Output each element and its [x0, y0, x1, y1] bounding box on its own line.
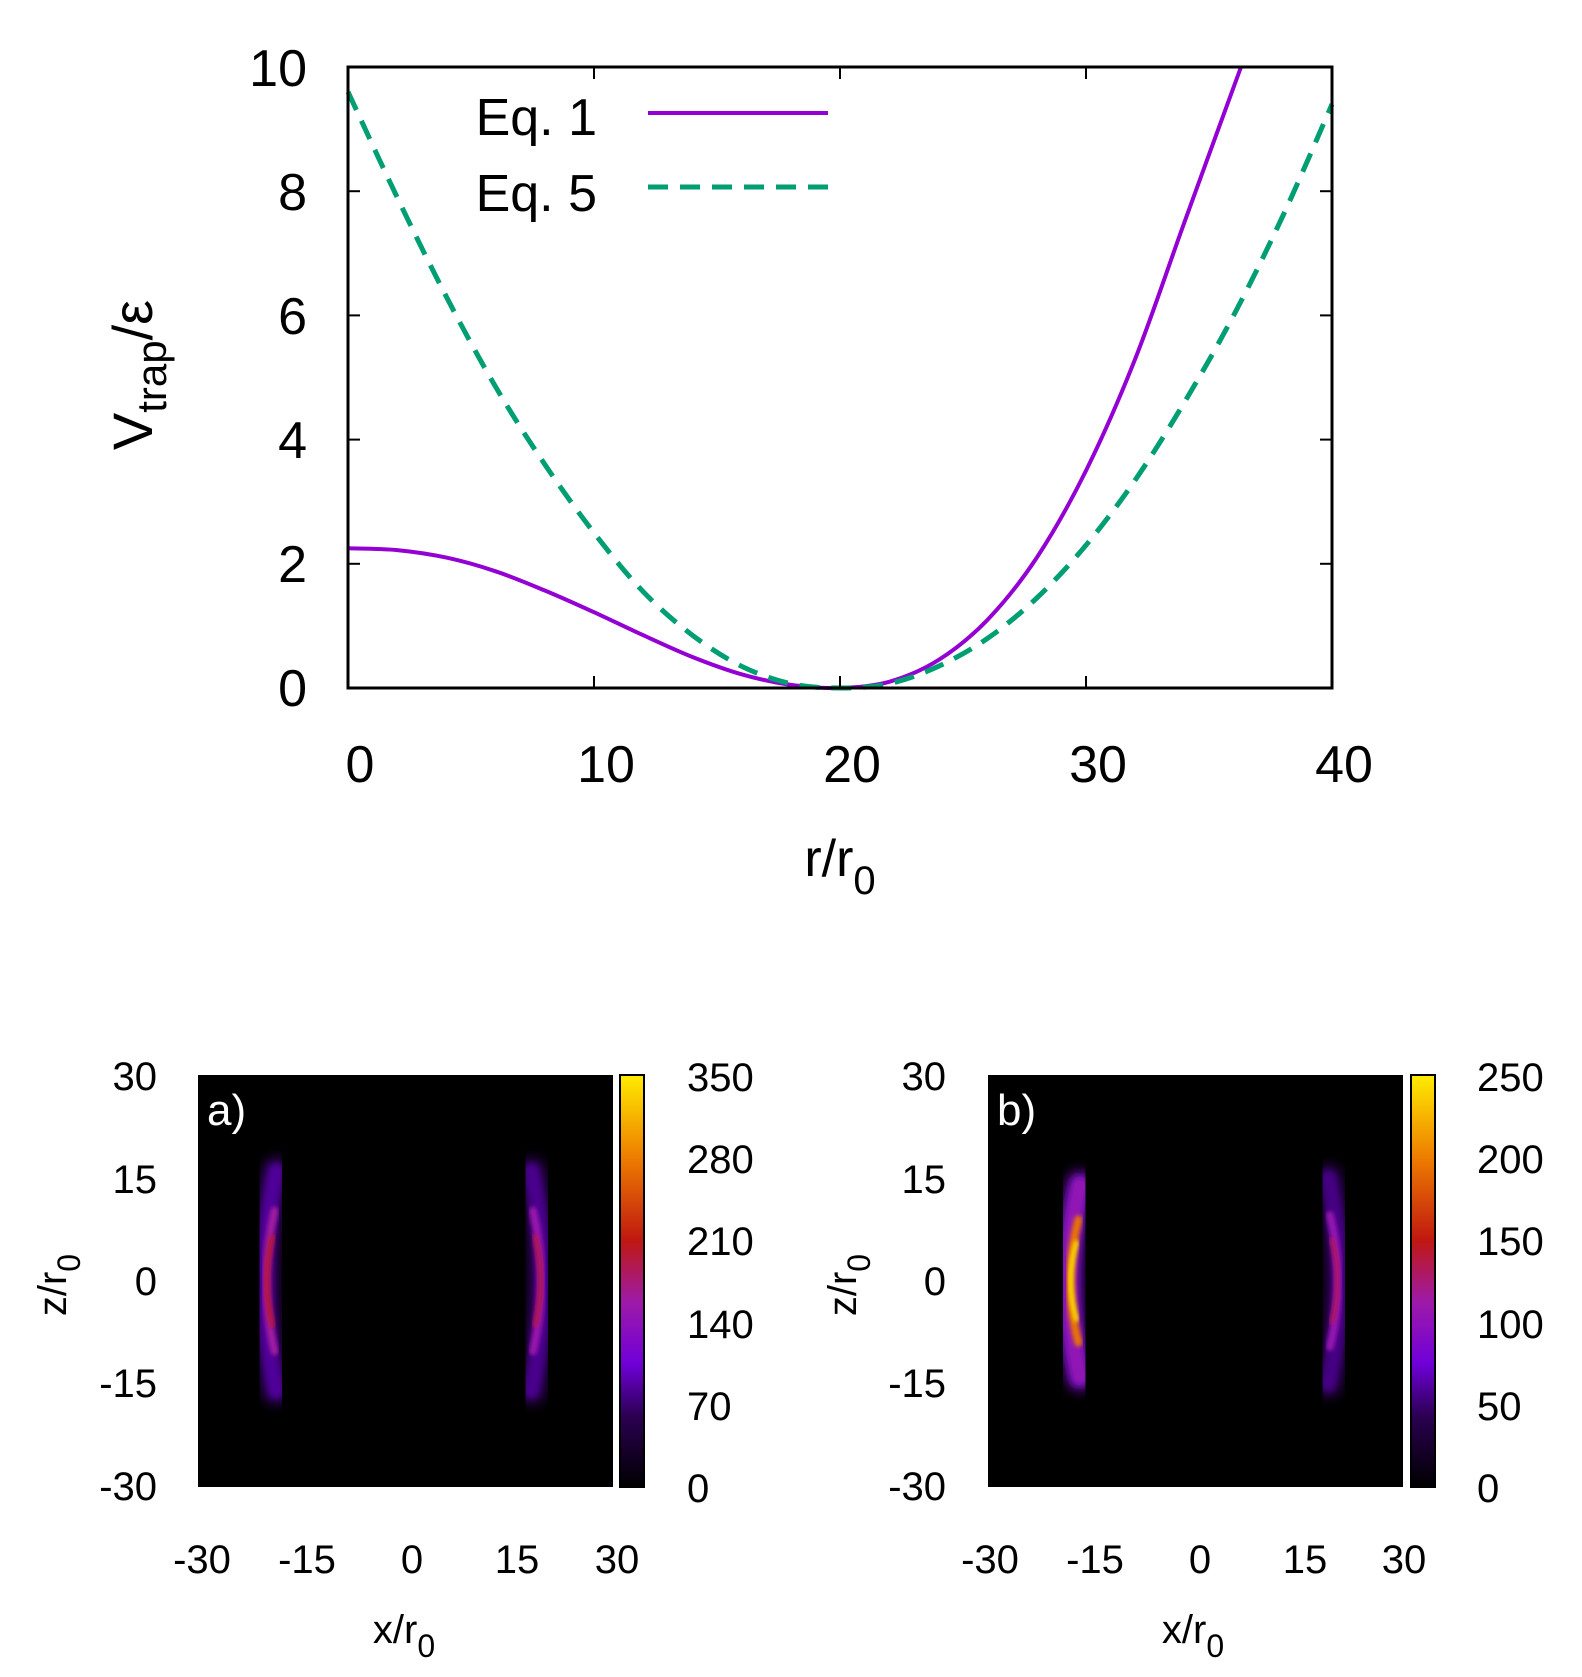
- x-tick-label: 20: [823, 736, 881, 794]
- x-tick-label: 10: [577, 736, 635, 794]
- tick-marks: [347, 66, 1333, 689]
- y-tick-label: -30: [888, 1465, 946, 1509]
- heatmap-feature-2: [518, 1158, 556, 1404]
- colorbar-tick-label: 210: [687, 1220, 754, 1264]
- colorbar-tick-label: 100: [1477, 1303, 1544, 1347]
- x-tick-label: 30: [1382, 1538, 1427, 1582]
- heatmap-feature-3: [1315, 1165, 1353, 1397]
- panel-label: b): [997, 1086, 1036, 1135]
- y-tick-label: 15: [113, 1158, 158, 1202]
- colorbar-tick-label: 200: [1477, 1138, 1544, 1182]
- heatmap-panel-a: a) 0 70 140 210 280 350 -30 -15 0 15 30 …: [31, 1055, 754, 1664]
- heatmap-feature-1: [1055, 1171, 1093, 1391]
- panel-label: a): [207, 1086, 246, 1135]
- colorbar-tick-label: 250: [1477, 1056, 1544, 1100]
- y-tick-label: 0: [278, 660, 307, 718]
- colorbar-tick-label: 70: [687, 1385, 732, 1429]
- heatmap-feature-1: [252, 1158, 290, 1404]
- y-tick-label: 8: [278, 164, 307, 222]
- y-tick-label: 30: [113, 1055, 158, 1099]
- y-tick-label: 30: [902, 1055, 947, 1099]
- line-plot-frame: [346, 65, 1334, 690]
- y-tick-label: -15: [888, 1362, 946, 1406]
- heat-peak: [1068, 1240, 1079, 1322]
- legend: Eq. 1 Eq. 5: [476, 89, 828, 223]
- y-tick-label: 4: [278, 412, 307, 470]
- colorbar-tick-label: 150: [1477, 1220, 1544, 1264]
- colorbar-tick-label: 140: [687, 1303, 754, 1347]
- y-tick-label: 15: [902, 1158, 947, 1202]
- colorbar: [619, 1074, 645, 1488]
- heat-peak: [1329, 1237, 1341, 1325]
- series-line-eq1: [347, 66, 1243, 691]
- colorbar: [1410, 1074, 1436, 1488]
- legend-label-eq1: Eq. 1: [476, 89, 597, 147]
- series-layer: [345, 66, 1335, 691]
- x-tick-label: 0: [401, 1538, 423, 1582]
- y-tick-label: 0: [924, 1260, 946, 1304]
- y-axis-label: z/r0: [821, 1254, 877, 1316]
- x-tick-label: 30: [595, 1538, 640, 1582]
- y-tick-label: 6: [278, 288, 307, 346]
- colorbar-tick-label: 280: [687, 1138, 754, 1182]
- x-tick-label: 0: [346, 736, 375, 794]
- y-tick-label: -15: [99, 1362, 157, 1406]
- x-tick-label: -15: [278, 1538, 336, 1582]
- y-tick-label: 2: [278, 536, 307, 594]
- heatmap-features: [252, 1158, 556, 1404]
- y-tick-label: 0: [135, 1260, 157, 1304]
- heat-peak: [532, 1234, 544, 1328]
- x-tick-label: -30: [173, 1538, 231, 1582]
- y-tick-label: -30: [99, 1465, 157, 1509]
- x-axis-label: r/r0: [804, 830, 875, 903]
- heat-peak: [264, 1234, 276, 1328]
- heatmap-features: [1055, 1165, 1353, 1397]
- x-tick-label: 30: [1069, 736, 1127, 794]
- x-axis-label: x/r0: [373, 1608, 435, 1664]
- x-tick-label: 15: [1283, 1538, 1328, 1582]
- colorbar-tick-label: 0: [687, 1467, 709, 1511]
- y-tick-label: 10: [249, 40, 307, 98]
- line-plot-area: [345, 65, 1335, 691]
- y-axis-label: Vtrap/ε: [101, 300, 175, 450]
- x-tick-label: -30: [961, 1538, 1019, 1582]
- x-tick-label: 0: [1189, 1538, 1211, 1582]
- line-chart: 0 2 4 6 8 10 0 10 20 30 40 r/r0 Vtrap/ε …: [101, 40, 1373, 903]
- colorbar-tick-label: 350: [687, 1056, 754, 1100]
- y-axis-label: z/r0: [31, 1254, 87, 1316]
- x-axis-label: x/r0: [1162, 1608, 1224, 1664]
- x-tick-label: -15: [1066, 1538, 1124, 1582]
- colorbar-tick-label: 50: [1477, 1385, 1522, 1429]
- colorbar-tick-label: 0: [1477, 1467, 1499, 1511]
- legend-label-eq5: Eq. 5: [476, 165, 597, 223]
- heatmap-panel-b: b) 0 50 100 150 200 250 -30 -15 0 15 30 …: [821, 1055, 1544, 1664]
- x-tick-label: 15: [495, 1538, 540, 1582]
- x-tick-label: 40: [1315, 736, 1373, 794]
